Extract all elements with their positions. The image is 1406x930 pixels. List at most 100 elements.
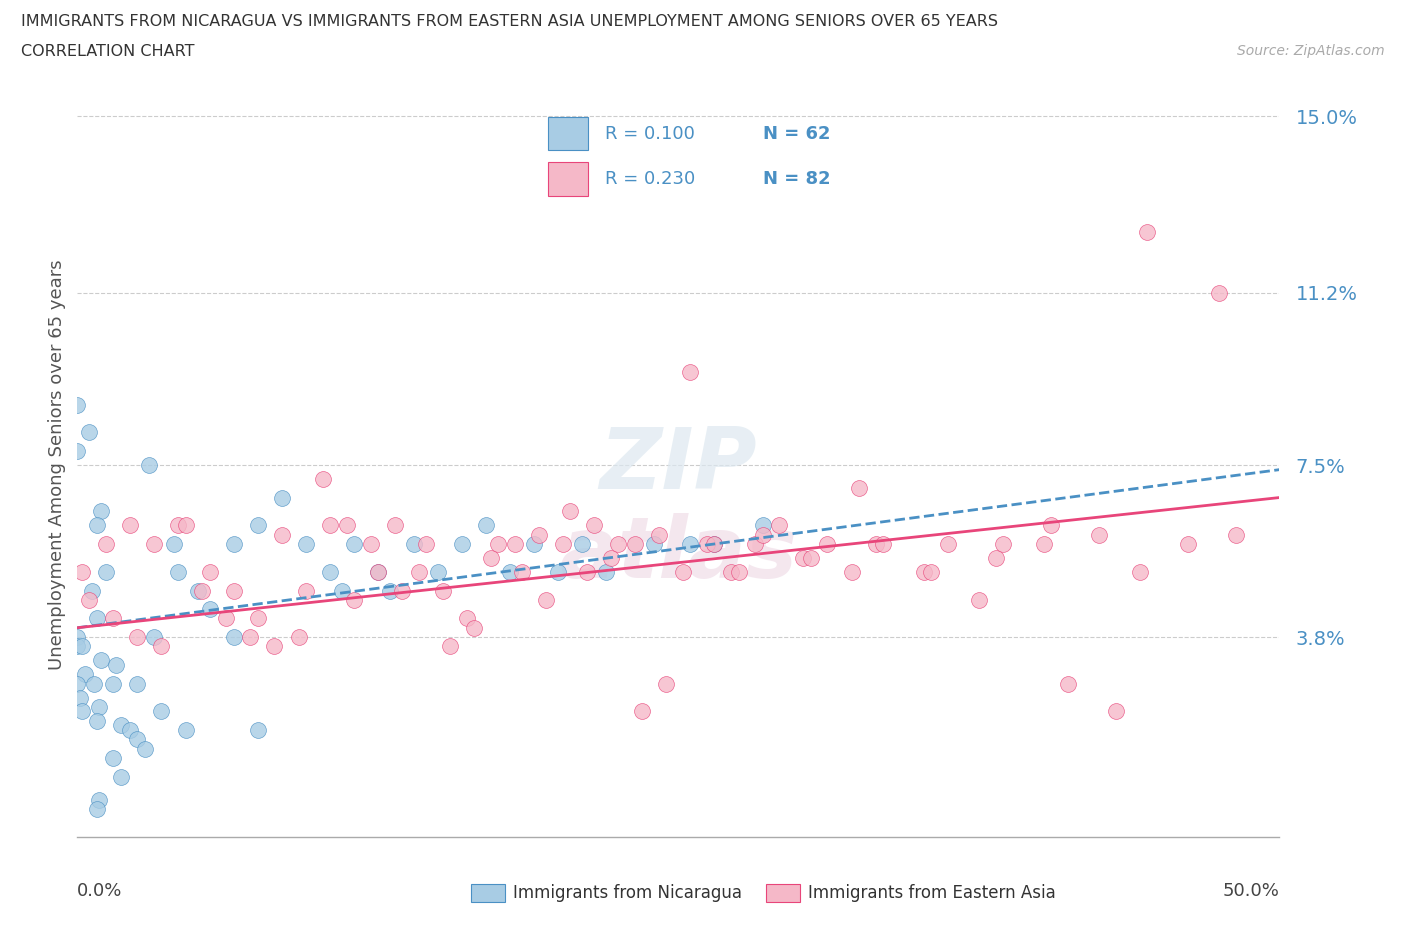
Point <box>672 565 695 579</box>
Point <box>86 611 108 626</box>
Point <box>174 518 197 533</box>
Point <box>427 565 450 579</box>
Point <box>984 551 1007 565</box>
Point <box>120 723 142 737</box>
Point <box>751 527 773 542</box>
Point <box>246 611 269 626</box>
Point <box>499 565 522 579</box>
Point <box>1177 537 1199 551</box>
Point <box>841 565 863 579</box>
Point <box>319 518 342 533</box>
Point <box>792 551 814 565</box>
Point <box>167 518 190 533</box>
Text: Immigrants from Eastern Asia: Immigrants from Eastern Asia <box>808 884 1056 902</box>
Point <box>607 537 630 551</box>
Point <box>1040 518 1063 533</box>
Point <box>70 704 93 719</box>
Point <box>336 518 359 533</box>
Text: atlas: atlas <box>560 512 797 596</box>
Point <box>571 537 593 551</box>
Point <box>576 565 599 579</box>
Point <box>86 518 108 533</box>
Point <box>595 565 617 579</box>
Point <box>648 527 671 542</box>
Point <box>479 551 502 565</box>
Point <box>319 565 342 579</box>
Point <box>198 565 221 579</box>
Point <box>720 565 742 579</box>
Point <box>432 583 454 598</box>
Point <box>66 444 89 458</box>
Text: 0.0%: 0.0% <box>77 882 122 899</box>
Point <box>547 565 569 579</box>
Point <box>1105 704 1128 719</box>
Point <box>727 565 749 579</box>
Point <box>817 537 839 551</box>
Point <box>655 676 678 691</box>
Point <box>127 630 149 644</box>
Point <box>311 472 333 486</box>
Point <box>367 565 389 579</box>
Point <box>87 699 110 714</box>
Point <box>66 676 89 691</box>
Point <box>215 611 238 626</box>
Point <box>967 592 990 607</box>
Point <box>343 592 366 607</box>
Point <box>103 676 125 691</box>
Point <box>1208 286 1230 300</box>
Point <box>120 518 142 533</box>
Point <box>551 537 574 551</box>
Point <box>127 676 149 691</box>
Point <box>79 425 101 440</box>
Point <box>920 565 942 579</box>
Point <box>367 565 389 579</box>
Point <box>510 565 533 579</box>
Point <box>287 630 309 644</box>
Point <box>150 639 173 654</box>
Point <box>475 518 498 533</box>
Text: Immigrants from Nicaragua: Immigrants from Nicaragua <box>513 884 742 902</box>
Point <box>96 537 118 551</box>
Point <box>703 537 725 551</box>
Point <box>848 481 870 496</box>
Point <box>872 537 894 551</box>
Point <box>631 704 654 719</box>
Point <box>294 583 316 598</box>
Point <box>624 537 647 551</box>
Point <box>222 630 245 644</box>
Point <box>150 704 173 719</box>
Point <box>415 537 437 551</box>
Point <box>104 658 127 672</box>
Point <box>751 518 773 533</box>
Point <box>90 653 112 668</box>
Point <box>186 583 209 598</box>
Point <box>912 565 935 579</box>
Point <box>936 537 959 551</box>
Point <box>270 490 292 505</box>
Point <box>143 630 166 644</box>
Point <box>1088 527 1111 542</box>
Point <box>527 527 550 542</box>
Point <box>486 537 509 551</box>
Point <box>80 583 103 598</box>
Point <box>800 551 823 565</box>
Y-axis label: Unemployment Among Seniors over 65 years: Unemployment Among Seniors over 65 years <box>48 259 66 671</box>
Point <box>66 397 89 412</box>
Point <box>1129 565 1152 579</box>
Point <box>703 537 725 551</box>
Point <box>408 565 430 579</box>
Point <box>1032 537 1054 551</box>
Point <box>110 718 132 733</box>
Point <box>83 676 105 691</box>
Point <box>162 537 184 551</box>
Point <box>270 527 292 542</box>
Point <box>865 537 887 551</box>
Point <box>583 518 606 533</box>
Point <box>360 537 382 551</box>
Point <box>463 620 485 635</box>
Point <box>600 551 623 565</box>
Point <box>110 769 132 784</box>
Point <box>1057 676 1080 691</box>
Point <box>384 518 406 533</box>
Point <box>343 537 366 551</box>
